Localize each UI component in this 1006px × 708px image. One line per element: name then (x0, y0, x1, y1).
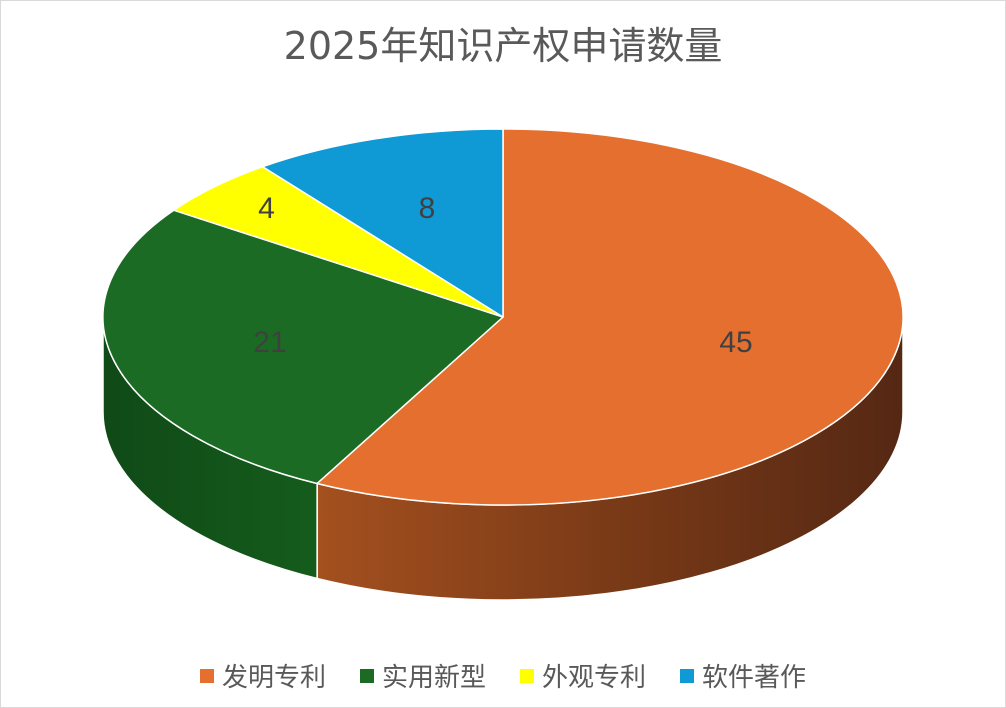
pie-slice (261, 128, 504, 318)
legend-label: 外观专利 (542, 663, 647, 693)
legend-item: 外观专利 (520, 657, 646, 694)
pie-slice (102, 209, 504, 485)
data-label: 21 (253, 326, 286, 359)
legend-swatch (359, 668, 374, 683)
data-label: 45 (719, 326, 752, 359)
legend-label: 发明专利 (221, 663, 326, 693)
legend-item: 软件著作 (680, 657, 806, 694)
chart-title: 2025年知识产权申请数量 (283, 24, 723, 68)
data-label: 4 (258, 192, 275, 225)
data-label: 8 (419, 192, 436, 225)
legend-item: 实用新型 (359, 657, 486, 694)
legend-swatch (199, 668, 214, 683)
legend-label: 实用新型 (381, 663, 486, 693)
legend-item: 发明专利 (199, 657, 326, 694)
legend-label: 软件著作 (702, 663, 807, 693)
legend-swatch (680, 668, 695, 683)
legend: 发明专利 实用新型 外观专利 软件著作 (1, 657, 1005, 694)
legend-swatch (520, 668, 534, 683)
pie-slice (316, 128, 904, 506)
